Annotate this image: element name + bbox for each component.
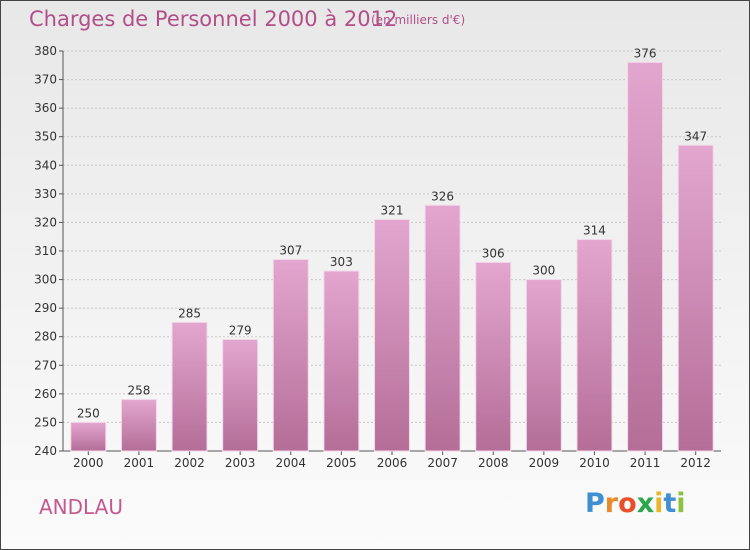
data-label-2008: 306 [482, 246, 505, 260]
y-tick-label: 380 [34, 44, 57, 58]
y-tick-label: 290 [34, 301, 57, 315]
y-tick-label: 350 [34, 130, 57, 144]
x-tick-label-2001: 2001 [124, 456, 155, 470]
y-tick-label: 270 [34, 358, 57, 372]
logo-letter: i [676, 488, 686, 519]
bar-2003 [222, 339, 259, 452]
y-tick-label: 320 [34, 215, 57, 229]
x-tick-label-2003: 2003 [225, 456, 256, 470]
bar-2002 [171, 321, 208, 452]
y-tick-label: 330 [34, 187, 57, 201]
x-tick-label-2004: 2004 [275, 456, 306, 470]
data-label-2012: 347 [684, 129, 707, 143]
x-tick-label-2010: 2010 [579, 456, 610, 470]
x-tick-label-2011: 2011 [630, 456, 661, 470]
bar-2009 [525, 279, 562, 452]
x-tick-label-2002: 2002 [174, 456, 205, 470]
y-tick-label: 280 [34, 330, 57, 344]
proxiti-logo: Proxiti [585, 488, 686, 519]
data-label-2000: 250 [77, 406, 100, 420]
data-label-2007: 326 [431, 189, 454, 203]
x-tick-label-2012: 2012 [680, 456, 711, 470]
x-tick-label-2008: 2008 [478, 456, 509, 470]
data-label-2011: 376 [634, 46, 657, 60]
y-tick-label: 340 [34, 158, 57, 172]
data-label-2003: 279 [229, 324, 252, 338]
chart-subtitle: (en milliers d'€) [371, 13, 466, 27]
logo-letter: i [654, 488, 664, 519]
bar-2008 [475, 261, 512, 452]
x-tick-label-2007: 2007 [427, 456, 458, 470]
data-label-2010: 314 [583, 224, 606, 238]
x-tick-label-2009: 2009 [529, 456, 560, 470]
bar-2001 [120, 399, 157, 452]
logo-letter: t [663, 488, 677, 519]
x-tick-label-2005: 2005 [326, 456, 357, 470]
logo-letter: o [618, 488, 637, 519]
logo-letter: r [604, 488, 619, 519]
x-tick-label-2006: 2006 [377, 456, 408, 470]
x-tick-label-2000: 2000 [73, 456, 104, 470]
data-label-2004: 307 [279, 244, 302, 258]
bar-2007 [424, 204, 461, 452]
bar-2000 [70, 421, 107, 452]
data-label-2009: 300 [532, 264, 555, 278]
logo-letter: P [585, 488, 605, 519]
data-label-2002: 285 [178, 306, 201, 320]
chart-title: Charges de Personnel 2000 à 2012 [29, 7, 398, 31]
data-label-2006: 321 [381, 204, 404, 218]
y-tick-label: 360 [34, 101, 57, 115]
bar-2012 [677, 144, 714, 452]
bar-2010 [576, 239, 613, 452]
y-tick-label: 310 [34, 244, 57, 258]
data-label-2001: 258 [127, 384, 150, 398]
logo-letter: x [636, 488, 655, 519]
data-label-2005: 303 [330, 255, 353, 269]
town-name: ANDLAU [39, 495, 123, 519]
y-tick-label: 300 [34, 273, 57, 287]
y-tick-label: 240 [34, 444, 57, 458]
bar-2005 [323, 270, 360, 452]
bar-2011 [627, 61, 664, 452]
bar-2006 [374, 219, 410, 452]
bar-2004 [272, 259, 309, 452]
y-tick-label: 260 [34, 387, 57, 401]
y-tick-label: 250 [34, 415, 57, 429]
y-tick-label: 370 [34, 73, 57, 87]
